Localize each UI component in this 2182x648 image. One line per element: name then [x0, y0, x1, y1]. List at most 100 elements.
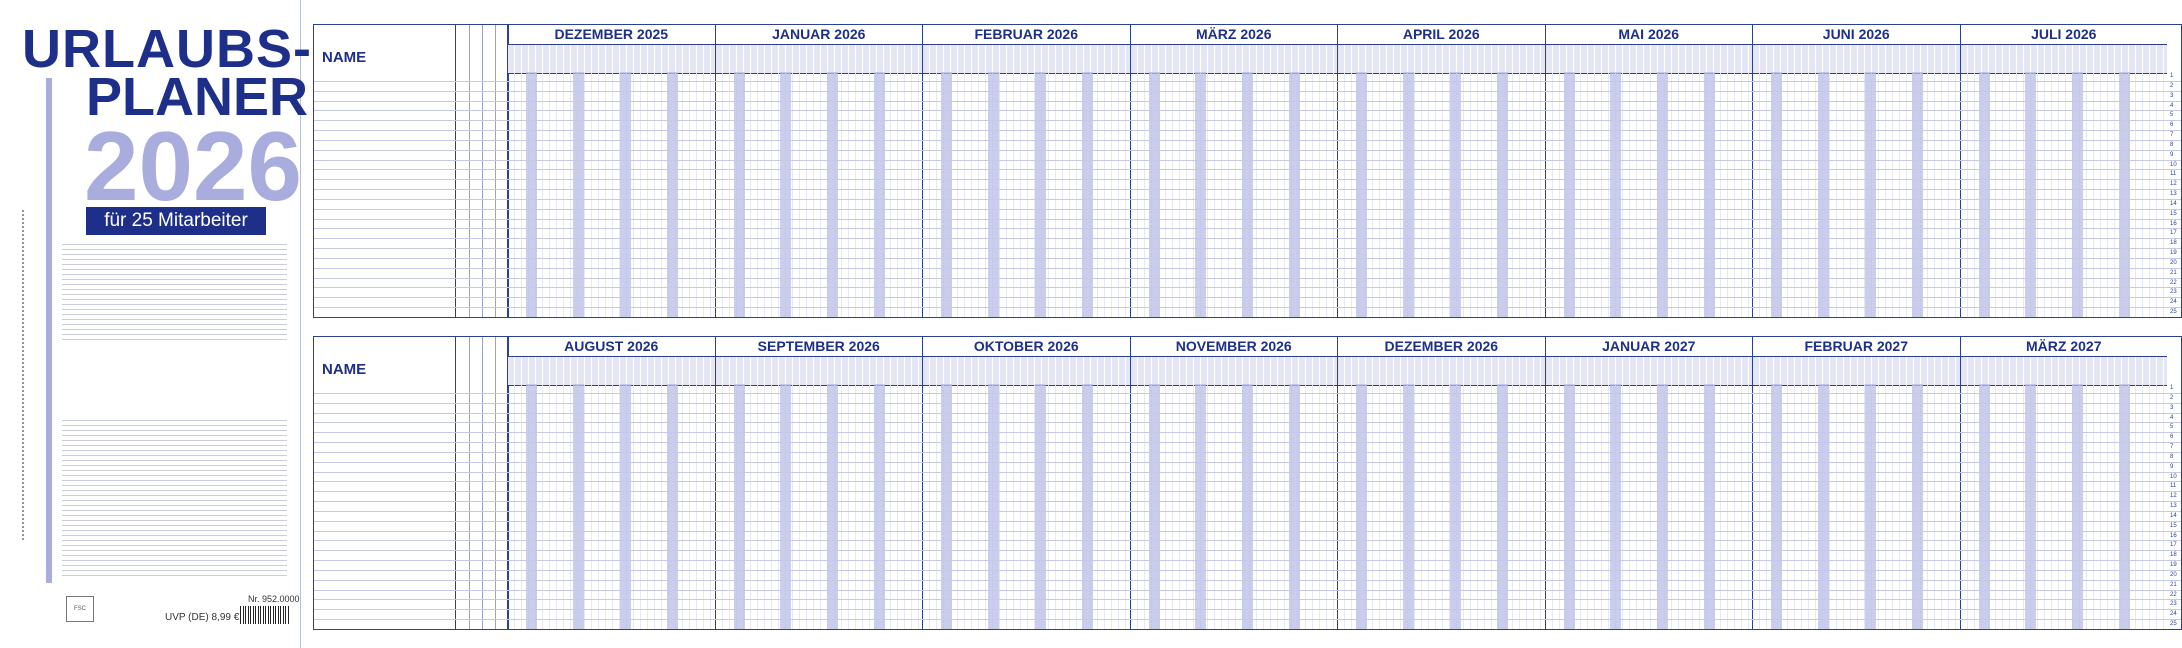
table-row[interactable]	[313, 392, 2182, 394]
table-row[interactable]	[313, 619, 2182, 621]
table-row[interactable]	[313, 569, 2182, 571]
table-row[interactable]	[313, 491, 2182, 493]
table-row[interactable]	[313, 179, 2182, 181]
table-row[interactable]	[313, 530, 2182, 532]
month-name: JUNI 2026	[1822, 26, 1890, 42]
month-column: MÄRZ 2027	[1959, 336, 2167, 630]
table-row[interactable]	[313, 218, 2182, 220]
month-column: OKTOBER 2026	[922, 336, 1130, 630]
day-grid	[508, 384, 715, 630]
weekend-band	[526, 72, 537, 318]
table-row[interactable]	[313, 599, 2182, 601]
name-label: NAME	[322, 49, 367, 66]
month-name: FEBRUAR 2026	[974, 26, 1078, 42]
weekend-band	[1242, 384, 1254, 630]
weekend-band	[1864, 72, 1876, 318]
table-row[interactable]	[313, 277, 2182, 279]
table-row[interactable]	[313, 90, 2182, 92]
table-row[interactable]	[313, 609, 2182, 611]
day-header	[1753, 44, 1960, 74]
table-row[interactable]	[313, 257, 2182, 259]
table-row[interactable]	[313, 471, 2182, 473]
table-row[interactable]	[313, 307, 2182, 309]
table-row[interactable]	[313, 208, 2182, 210]
table-row[interactable]	[313, 120, 2182, 122]
row-number: 25	[2170, 621, 2177, 628]
month-name: APRIL 2026	[1402, 26, 1480, 42]
weekend-band	[1817, 72, 1829, 318]
day-grid	[923, 72, 1130, 318]
table-row[interactable]	[313, 501, 2182, 503]
table-row[interactable]	[313, 540, 2182, 542]
table-row[interactable]	[313, 402, 2182, 404]
table-row[interactable]	[313, 248, 2182, 250]
table-row[interactable]	[313, 442, 2182, 444]
weekend-band	[1978, 72, 1990, 318]
table-row[interactable]	[313, 139, 2182, 141]
table-row[interactable]	[313, 461, 2182, 463]
day-grid	[1545, 72, 1752, 318]
table-row[interactable]	[313, 560, 2182, 562]
weekend-band	[1496, 384, 1508, 630]
month-name: MAI 2026	[1618, 26, 1680, 42]
table-row[interactable]	[313, 412, 2182, 414]
weekend-band	[1610, 384, 1622, 630]
table-row[interactable]	[313, 550, 2182, 552]
table-row[interactable]	[313, 100, 2182, 102]
weekend-band	[1771, 384, 1782, 630]
table-row[interactable]	[313, 589, 2182, 591]
table-row[interactable]	[313, 80, 2182, 82]
row-number: 14	[2170, 200, 2177, 207]
table-row[interactable]	[313, 422, 2182, 424]
table-row[interactable]	[313, 169, 2182, 171]
table-row[interactable]	[313, 579, 2182, 581]
month-name: JANUAR 2027	[1602, 338, 1696, 354]
row-number: 24	[2170, 299, 2177, 306]
row-number: 1	[2170, 385, 2174, 391]
employee-rows-bottom	[313, 384, 2182, 630]
table-row[interactable]	[313, 110, 2182, 112]
day-header	[1338, 356, 1545, 386]
month-name: SEPTEMBER 2026	[757, 338, 880, 354]
weekend-band	[1195, 384, 1207, 630]
vertical-legend-strip	[22, 210, 32, 540]
table-row[interactable]	[313, 149, 2182, 151]
row-number: 7	[2170, 444, 2174, 451]
table-row[interactable]	[313, 297, 2182, 299]
table-row[interactable]	[313, 432, 2182, 434]
weekend-band	[1911, 384, 1923, 630]
table-row[interactable]	[313, 267, 2182, 269]
table-row[interactable]	[313, 130, 2182, 132]
table-row[interactable]	[313, 189, 2182, 191]
table-row[interactable]	[313, 198, 2182, 200]
row-number: 16	[2170, 220, 2177, 227]
row-number: 13	[2170, 191, 2177, 198]
month-column: NOVEMBER 2026	[1129, 336, 1337, 630]
weekend-band	[2072, 384, 2084, 630]
weekend-band	[1034, 72, 1046, 318]
row-number: 20	[2170, 259, 2177, 266]
day-grid	[1338, 72, 1545, 318]
table-row[interactable]	[313, 287, 2182, 289]
weekend-band	[1148, 384, 1160, 630]
name-column: NAME	[313, 24, 456, 318]
month-column: FEBRUAR 2026	[922, 24, 1130, 318]
weekend-band	[666, 384, 678, 630]
table-row[interactable]	[313, 451, 2182, 453]
weekend-band	[2072, 72, 2084, 318]
row-number: 18	[2170, 552, 2177, 559]
table-row[interactable]	[313, 510, 2182, 512]
table-row[interactable]	[313, 481, 2182, 483]
table-row[interactable]	[313, 228, 2182, 230]
cover-panel: URLAUBS- PLANER 2026 für 25 Mitarbeiter …	[0, 0, 311, 648]
table-row[interactable]	[313, 520, 2182, 522]
table-row[interactable]	[313, 238, 2182, 240]
weekend-band	[1356, 384, 1367, 630]
weekend-band	[526, 384, 537, 630]
planner-block-bottom: NAME AUGUST 2026 SEPTEMBER 2026 OKTOBER 20…	[313, 336, 2182, 630]
weekend-band	[2119, 72, 2131, 318]
table-row[interactable]	[313, 159, 2182, 161]
title-line2: PLANER	[86, 67, 309, 127]
weekend-band	[1356, 72, 1367, 318]
month-name: DEZEMBER 2026	[1384, 338, 1499, 354]
